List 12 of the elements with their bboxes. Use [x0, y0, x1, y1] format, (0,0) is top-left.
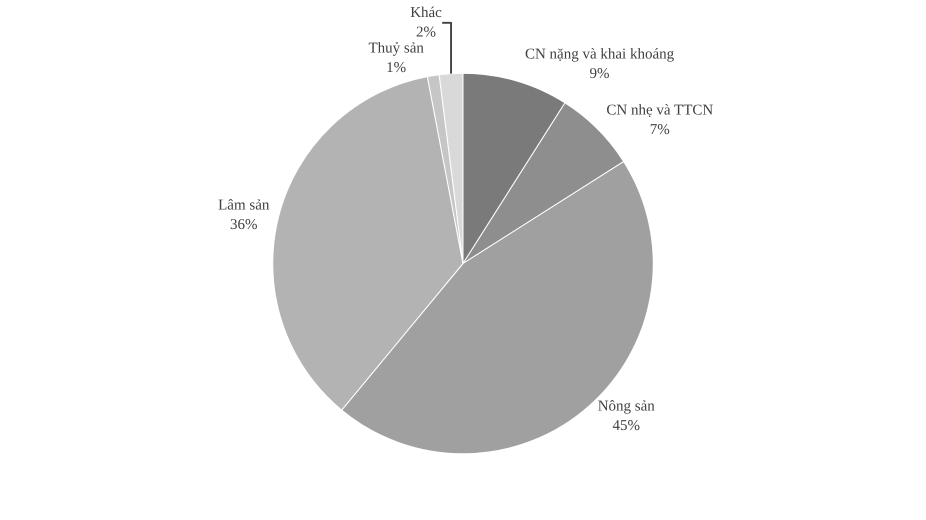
data-label: 9%: [590, 66, 610, 82]
slice-label: CN nặng và khai khoáng: [524, 46, 675, 63]
slice-label: Nông sản: [598, 398, 656, 414]
slice-label: Khác: [410, 5, 442, 22]
data-label: 2%: [416, 24, 436, 41]
slice-label: Lâm sản: [218, 197, 270, 214]
slice-label: Thuỷ sản: [368, 40, 424, 57]
data-label: 7%: [650, 122, 670, 138]
data-label: 45%: [612, 418, 640, 434]
slice-label: CN nhẹ và TTCN: [606, 102, 714, 118]
data-label: 1%: [386, 60, 406, 76]
data-label: 36%: [230, 216, 258, 233]
